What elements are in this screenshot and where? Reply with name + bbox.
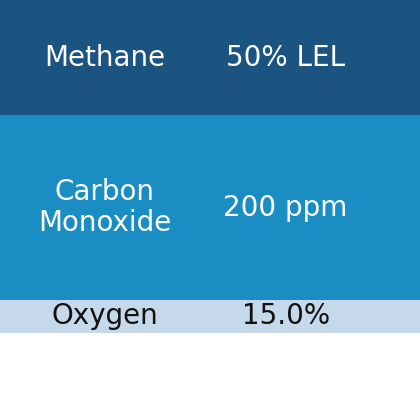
Text: 50% LEL: 50% LEL xyxy=(226,44,345,71)
Text: 15.0%: 15.0% xyxy=(241,302,330,331)
Text: Oxygen: Oxygen xyxy=(52,302,158,331)
Bar xyxy=(0,115,420,300)
Bar xyxy=(0,300,420,333)
Text: Methane: Methane xyxy=(45,44,165,71)
Bar xyxy=(0,0,420,115)
Text: Carbon
Monoxide: Carbon Monoxide xyxy=(38,178,172,237)
Text: 200 ppm: 200 ppm xyxy=(223,194,348,221)
